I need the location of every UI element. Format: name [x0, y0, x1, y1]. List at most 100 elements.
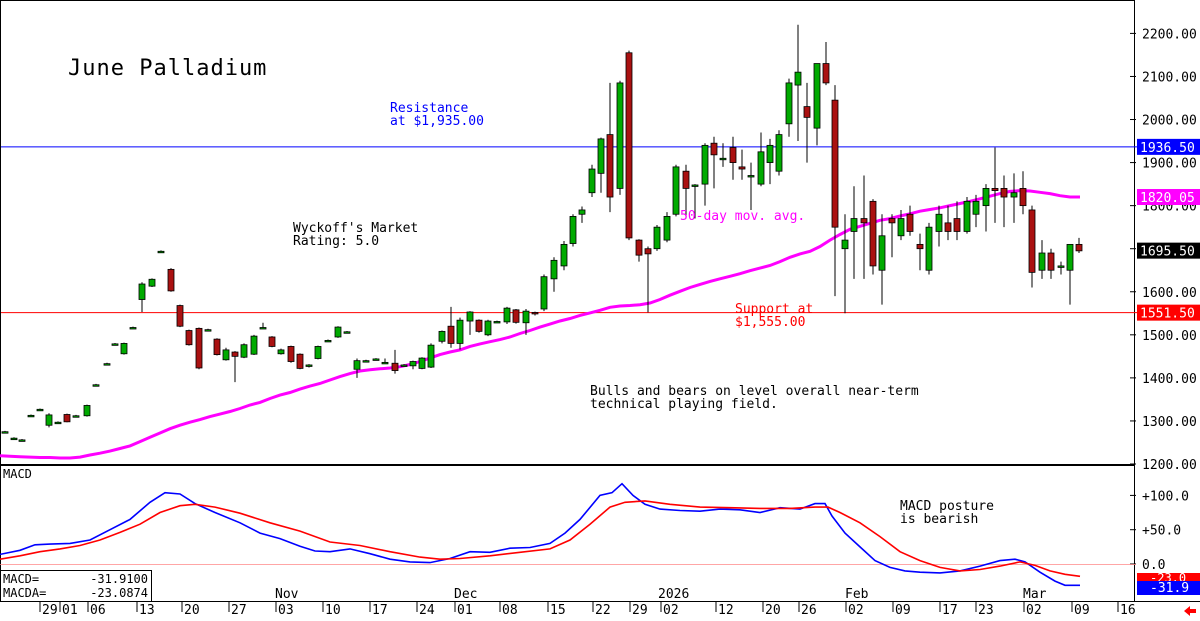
candle-body	[991, 188, 999, 191]
candle	[296, 353, 304, 370]
candle-body	[785, 82, 793, 125]
day-label: 06	[90, 603, 106, 618]
arrow-left-icon[interactable]	[1184, 606, 1196, 616]
macd-tag-bg	[1137, 581, 1200, 595]
candle	[935, 205, 943, 247]
candle	[1028, 205, 1036, 288]
macda-readout-value: -23.0874	[90, 586, 148, 600]
candle	[1019, 171, 1027, 215]
price-tick-label: 1300.00	[1142, 415, 1197, 430]
candle	[710, 136, 718, 189]
macd-panel-frame	[0, 465, 1135, 602]
candle	[1010, 173, 1018, 223]
candle-body	[391, 362, 399, 371]
candle	[167, 268, 175, 292]
candle	[550, 257, 558, 292]
price-tick-label: 1900.00	[1142, 157, 1197, 172]
candle-body	[663, 216, 671, 241]
candle-body	[381, 361, 389, 365]
candle-body	[916, 243, 924, 250]
candle-body	[10, 437, 18, 441]
candle	[63, 413, 71, 423]
candle-body	[653, 226, 661, 250]
candle	[953, 201, 961, 241]
day-label: 01	[457, 603, 473, 618]
support-tag-bg	[1137, 304, 1200, 321]
candle-body	[972, 200, 980, 215]
resistance-label-line2: at $1,935.00	[390, 114, 484, 129]
candle-body	[83, 405, 91, 417]
candle-body	[427, 344, 435, 368]
candle	[176, 304, 184, 328]
candle	[644, 246, 652, 313]
candle-body	[240, 344, 248, 358]
candle-body	[906, 213, 914, 232]
day-label: 26	[801, 603, 817, 618]
candle	[738, 149, 746, 180]
candle	[757, 132, 765, 187]
candle-body	[63, 414, 71, 423]
candle-body	[540, 276, 548, 310]
price-tick-label: 2100.00	[1142, 70, 1197, 85]
candle	[653, 225, 661, 251]
candle	[766, 138, 774, 185]
candle-body	[503, 307, 511, 323]
ma-label: 50-day mov. avg.	[680, 209, 805, 224]
candle	[438, 330, 446, 344]
last-price-tag-bg	[1137, 242, 1200, 259]
candle-body	[1028, 209, 1036, 273]
candle	[1038, 240, 1046, 279]
candle-body	[259, 327, 267, 330]
candle	[775, 130, 783, 176]
candle	[888, 214, 896, 258]
candle-body	[111, 343, 119, 346]
candle	[503, 306, 511, 325]
candle-body	[982, 188, 990, 207]
price-tick-label: 1400.00	[1142, 372, 1197, 387]
candle	[878, 214, 886, 305]
day-label: 10	[325, 603, 341, 618]
candle	[129, 326, 137, 330]
candle	[259, 322, 267, 330]
candle-body	[268, 336, 276, 347]
candle	[578, 206, 586, 223]
price-tick-label: 1500.00	[1142, 329, 1197, 344]
comment-line2: technical playing field.	[590, 397, 778, 412]
candle	[822, 42, 830, 86]
candle-body	[625, 52, 633, 239]
candle	[372, 358, 380, 361]
candle	[540, 274, 548, 312]
day-label: 12	[718, 603, 734, 618]
candle	[231, 351, 239, 383]
candle	[334, 326, 342, 338]
support-tag-text: 1551.50	[1140, 307, 1195, 322]
candle-body	[222, 349, 230, 361]
candle	[27, 414, 35, 418]
moving-average-layer	[0, 189, 1080, 460]
candle-body	[578, 209, 586, 215]
candle	[991, 147, 999, 223]
candle	[663, 212, 671, 243]
candle	[1000, 175, 1008, 228]
candle-body	[157, 250, 165, 254]
macd-tick-label: +50.0	[1142, 524, 1181, 539]
day-label: 20	[184, 603, 200, 618]
candle	[963, 197, 971, 234]
candle	[204, 328, 212, 332]
candle-body	[343, 331, 351, 334]
support-label-line1: Support at	[735, 302, 813, 317]
candle-body	[167, 268, 175, 292]
candle-body	[92, 384, 100, 387]
candle	[906, 205, 914, 236]
ma-tag-bg	[1137, 189, 1200, 206]
candle-body	[860, 218, 868, 224]
resistance-label-line1: Resistance	[390, 101, 468, 116]
candle-body	[701, 144, 709, 185]
candle-body	[148, 278, 156, 287]
candle-body	[729, 147, 737, 163]
candle	[18, 439, 26, 442]
candle-body	[841, 239, 849, 250]
candle	[794, 24, 802, 142]
candle-body	[682, 170, 690, 189]
candle-body	[925, 226, 933, 271]
